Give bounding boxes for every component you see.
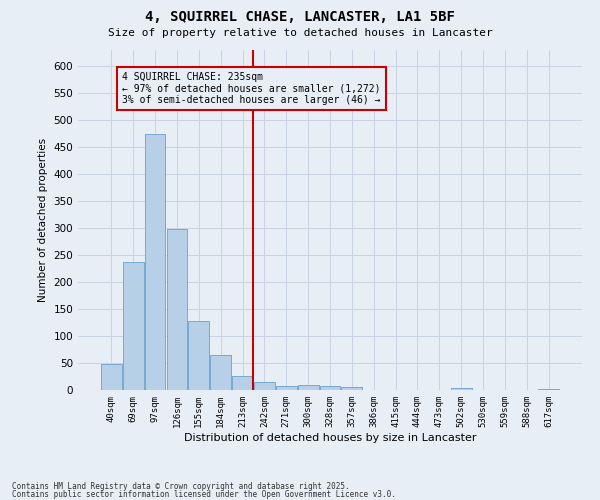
Bar: [188, 321, 209, 390]
Bar: [320, 386, 340, 390]
Text: Contains public sector information licensed under the Open Government Licence v3: Contains public sector information licen…: [12, 490, 396, 499]
Bar: [232, 376, 253, 390]
Bar: [123, 262, 143, 390]
Bar: [101, 364, 122, 390]
Bar: [210, 355, 231, 390]
Text: 4 SQUIRREL CHASE: 235sqm
← 97% of detached houses are smaller (1,272)
3% of semi: 4 SQUIRREL CHASE: 235sqm ← 97% of detach…: [122, 72, 381, 105]
Bar: [254, 382, 275, 390]
Bar: [145, 134, 166, 390]
Bar: [276, 386, 296, 390]
Text: Contains HM Land Registry data © Crown copyright and database right 2025.: Contains HM Land Registry data © Crown c…: [12, 482, 350, 491]
Bar: [341, 388, 362, 390]
Bar: [538, 389, 559, 390]
Text: 4, SQUIRREL CHASE, LANCASTER, LA1 5BF: 4, SQUIRREL CHASE, LANCASTER, LA1 5BF: [145, 10, 455, 24]
Bar: [167, 229, 187, 390]
Bar: [451, 388, 472, 390]
Bar: [298, 384, 319, 390]
X-axis label: Distribution of detached houses by size in Lancaster: Distribution of detached houses by size …: [184, 432, 476, 442]
Text: Size of property relative to detached houses in Lancaster: Size of property relative to detached ho…: [107, 28, 493, 38]
Y-axis label: Number of detached properties: Number of detached properties: [38, 138, 48, 302]
